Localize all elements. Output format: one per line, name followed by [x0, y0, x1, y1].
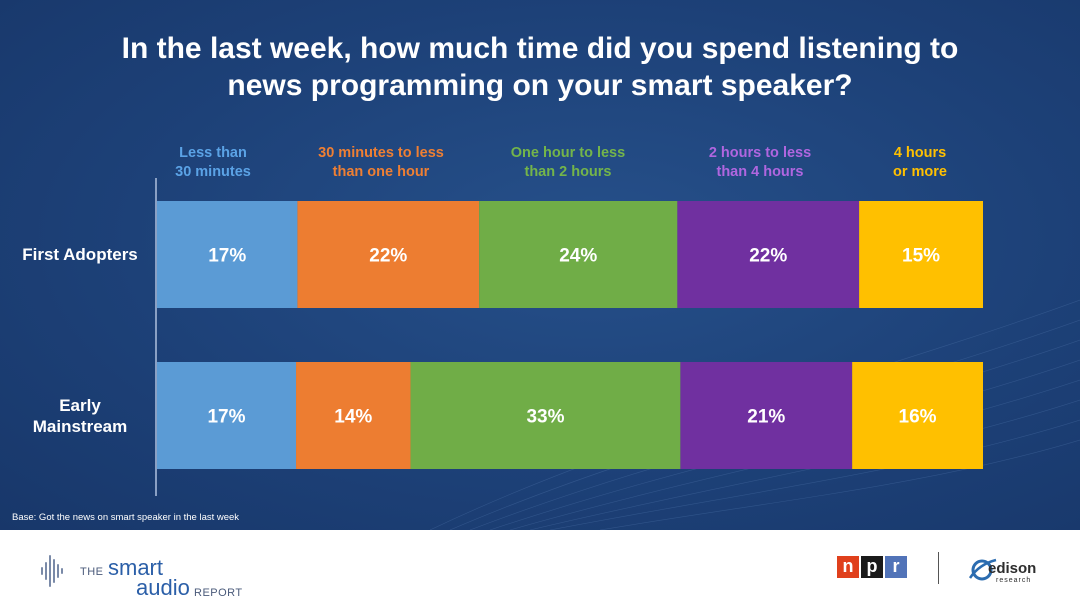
- row-label-early-mainstream: Early Mainstream: [32, 396, 128, 436]
- edison-subtitle: research: [996, 577, 1032, 584]
- data-label-early-mainstream-one-hour-to-less-than-2-hours: 33%: [526, 407, 564, 428]
- logo-word-the: THE: [80, 566, 104, 578]
- npr-letter-n: n: [837, 556, 859, 578]
- npr-logo: n p r: [837, 556, 909, 580]
- category-axis-line: [155, 178, 157, 496]
- data-label-first-adopters-less-than-30-minutes: 17%: [208, 246, 246, 267]
- legend-label-one-to-2-hours: One hour to less than 2 hours: [510, 145, 626, 180]
- row-label-first-adopters: First Adopters: [22, 245, 138, 264]
- bar-first-adopters-30-minutes-to-less-than-one-hour: [297, 201, 480, 308]
- bar-early-mainstream-one-hour-to-less-than-2-hours: [410, 362, 681, 469]
- data-label-early-mainstream-2-hours-to-less-than-4-hours: 21%: [747, 407, 785, 428]
- edison-research-logo: edison research: [968, 550, 1048, 594]
- data-label-first-adopters-4-hours-or-more: 15%: [902, 246, 940, 267]
- bar-early-mainstream-2-hours-to-less-than-4-hours: [680, 362, 853, 469]
- sound-wave-icon: [41, 555, 63, 587]
- edison-wordmark: edison: [988, 560, 1037, 577]
- data-label-early-mainstream-less-than-30-minutes: 17%: [207, 407, 245, 428]
- bar-early-mainstream-4-hours-or-more: [852, 362, 983, 469]
- data-label-early-mainstream-30-minutes-to-less-than-one-hour: 14%: [334, 407, 372, 428]
- chart-title-line-2: news programming on your smart speaker?: [227, 69, 853, 102]
- bar-first-adopters-less-than-30-minutes: [157, 201, 298, 308]
- stacked-bar-chart: 17% 22% 24% 22% 15% 17% 14% 33% 21% 16%: [157, 201, 983, 469]
- legend-label-less-than-30-minutes: Less than 30 minutes: [175, 145, 251, 180]
- legend-label-30-minutes-to-one-hour: 30 minutes to less than one hour: [318, 145, 444, 180]
- bar-first-adopters-one-hour-to-less-than-2-hours: [479, 201, 678, 308]
- data-label-first-adopters-30-minutes-to-less-than-one-hour: 22%: [369, 246, 407, 267]
- logo-word-report: REPORT: [194, 587, 243, 599]
- edison-swoosh-icon: [968, 558, 997, 581]
- chart-title-line-1: In the last week, how much time did you …: [121, 32, 959, 65]
- data-label-first-adopters-one-hour-to-less-than-2-hours: 24%: [559, 246, 597, 267]
- bar-first-adopters-4-hours-or-more: [859, 201, 983, 308]
- npr-letter-p: p: [861, 556, 883, 578]
- bar-early-mainstream-30-minutes-to-less-than-one-hour: [296, 362, 411, 469]
- data-label-first-adopters-2-hours-to-less-than-4-hours: 22%: [749, 246, 787, 267]
- npr-letter-r: r: [885, 556, 907, 578]
- smart-audio-report-logo: THE smart audio REPORT: [40, 544, 260, 600]
- logo-word-audio: audio: [136, 575, 190, 600]
- chart-title: In the last week, how much time did you …: [40, 30, 1040, 104]
- chart-panel: In the last week, how much time did you …: [0, 0, 1080, 530]
- bar-first-adopters-2-hours-to-less-than-4-hours: [677, 201, 860, 308]
- legend-label-4-hours-or-more: 4 hours or more: [893, 145, 947, 180]
- footer: THE smart audio REPORT n p r edison rese…: [0, 530, 1080, 608]
- legend-label-2-to-4-hours: 2 hours to less than 4 hours: [708, 145, 812, 180]
- base-note: Base: Got the news on smart speaker in t…: [12, 512, 240, 523]
- footer-divider: [938, 552, 939, 584]
- logo-word-smart: smart: [108, 555, 163, 580]
- bar-early-mainstream-less-than-30-minutes: [157, 362, 297, 469]
- data-label-early-mainstream-4-hours-or-more: 16%: [899, 407, 937, 428]
